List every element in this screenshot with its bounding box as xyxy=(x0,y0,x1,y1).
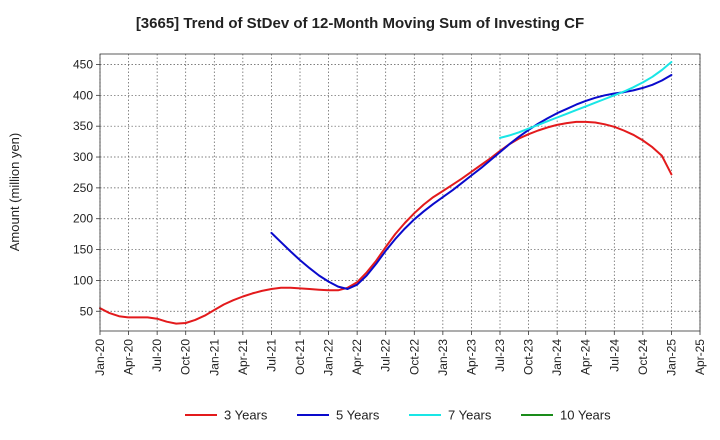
x-tick-label: Oct-24 xyxy=(636,339,650,375)
plot-area xyxy=(100,54,700,331)
y-tick-label: 50 xyxy=(80,304,94,318)
series-line-7-years xyxy=(499,61,673,139)
legend-item-5-years: 5 Years xyxy=(297,408,380,423)
x-tick-label: Apr-21 xyxy=(236,339,250,375)
y-axis: 50 100 150 200 250 300 350 400 450 xyxy=(73,57,100,318)
y-axis-label: Amount (million yen) xyxy=(7,133,22,252)
x-tick-label: Jan-24 xyxy=(550,339,564,376)
x-tick-label: Oct-23 xyxy=(522,339,536,375)
y-tick-label: 400 xyxy=(73,88,93,102)
x-tick-label: Apr-22 xyxy=(350,339,364,375)
x-tick-label: Jan-23 xyxy=(436,339,450,376)
plot-frame xyxy=(99,53,701,332)
x-tick-label: Oct-20 xyxy=(179,339,193,375)
x-tick-label: Jul-23 xyxy=(493,339,507,372)
legend-label: 3 Years xyxy=(224,408,268,423)
x-tick-label: Jul-21 xyxy=(264,339,278,372)
series-line-3-years xyxy=(99,120,673,325)
x-tick-label: Apr-24 xyxy=(579,339,593,375)
x-tick-label: Apr-25 xyxy=(693,339,707,375)
x-tick-label: Jan-22 xyxy=(322,339,336,376)
grid xyxy=(99,54,701,331)
y-tick-label: 450 xyxy=(73,57,93,71)
y-tick-label: 150 xyxy=(73,243,93,257)
x-tick-label: Jul-22 xyxy=(379,339,393,372)
x-tick-label: Jul-24 xyxy=(607,339,621,372)
x-tick-label: Apr-23 xyxy=(464,339,478,375)
legend-label: 10 Years xyxy=(560,408,611,423)
y-tick-label: 300 xyxy=(73,150,93,164)
legend-label: 7 Years xyxy=(448,408,492,423)
y-tick-label: 350 xyxy=(73,119,93,133)
x-tick-label: Apr-20 xyxy=(122,339,136,375)
chart-title: [3665] Trend of StDev of 12-Month Moving… xyxy=(136,15,584,32)
x-tick-label: Oct-21 xyxy=(293,339,307,375)
legend-item-3-years: 3 Years xyxy=(185,408,268,423)
x-tick-label: Jan-20 xyxy=(93,339,107,376)
x-tick-label: Jul-20 xyxy=(150,339,164,372)
series-lines xyxy=(99,61,673,325)
y-tick-label: 200 xyxy=(73,212,93,226)
y-tick-label: 250 xyxy=(73,181,93,195)
legend: 3 Years 5 Years 7 Years 10 Years xyxy=(185,408,611,423)
y-tick-label: 100 xyxy=(73,273,93,287)
x-tick-label: Jan-25 xyxy=(664,339,678,376)
legend-label: 5 Years xyxy=(336,408,380,423)
x-tick-label: Oct-22 xyxy=(407,339,421,375)
series-line-5-years xyxy=(270,74,673,290)
legend-item-10-years: 10 Years xyxy=(521,408,611,423)
legend-item-7-years: 7 Years xyxy=(409,408,492,423)
x-axis: Jan-20 Apr-20 Jul-20 Oct-20 Jan-21 Apr-21 Jul-… xyxy=(93,331,707,376)
x-tick-label: Jan-21 xyxy=(207,339,221,376)
